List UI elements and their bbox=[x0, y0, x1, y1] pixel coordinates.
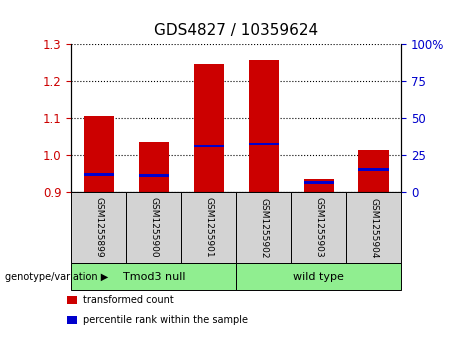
Bar bbox=[84, 116, 114, 192]
Text: percentile rank within the sample: percentile rank within the sample bbox=[83, 315, 248, 325]
Text: GSM1255901: GSM1255901 bbox=[204, 197, 213, 258]
Bar bbox=[248, 143, 279, 145]
Bar bbox=[248, 60, 279, 192]
Bar bbox=[303, 179, 334, 192]
Text: wild type: wild type bbox=[293, 272, 344, 282]
Title: GDS4827 / 10359624: GDS4827 / 10359624 bbox=[154, 23, 319, 38]
Bar bbox=[139, 142, 169, 192]
Bar bbox=[359, 150, 389, 192]
Bar bbox=[303, 181, 334, 184]
Text: transformed count: transformed count bbox=[83, 295, 173, 305]
Text: GSM1255902: GSM1255902 bbox=[259, 197, 268, 258]
Bar bbox=[84, 173, 114, 176]
Bar bbox=[194, 64, 224, 192]
Text: GSM1255903: GSM1255903 bbox=[314, 197, 323, 258]
Bar bbox=[139, 174, 169, 177]
Text: Tmod3 null: Tmod3 null bbox=[123, 272, 185, 282]
Text: GSM1255900: GSM1255900 bbox=[149, 197, 159, 258]
Bar bbox=[194, 144, 224, 147]
Text: GSM1255899: GSM1255899 bbox=[95, 197, 103, 258]
Text: genotype/variation ▶: genotype/variation ▶ bbox=[5, 272, 108, 282]
Text: GSM1255904: GSM1255904 bbox=[369, 197, 378, 258]
Bar bbox=[359, 168, 389, 171]
